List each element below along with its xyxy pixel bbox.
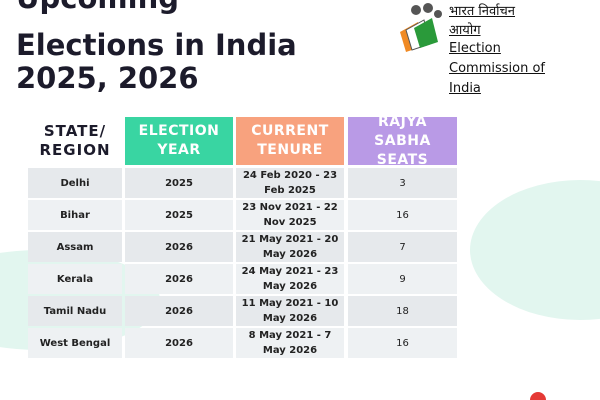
table-cell: Assam xyxy=(56,241,94,253)
table-cell: 7 xyxy=(399,241,406,253)
cell-background xyxy=(348,232,457,262)
column-header: ELECTION YEAR xyxy=(125,117,233,165)
table-cell: Tamil Nadu xyxy=(43,305,107,317)
cell-background xyxy=(236,264,344,294)
title-line: Upcoming xyxy=(16,0,179,15)
cell-background xyxy=(125,328,233,358)
column-header: RAJYA SABHA SEATS xyxy=(348,114,457,168)
table-cell: 2026 xyxy=(165,305,193,317)
logo-english: Election xyxy=(449,41,501,56)
cell-background xyxy=(28,168,122,198)
title-line: 2025, 2026 xyxy=(16,61,199,95)
table-cell: 3 xyxy=(399,177,406,189)
cell-background xyxy=(236,296,344,326)
brand-mark xyxy=(530,392,546,400)
cell-background xyxy=(125,264,233,294)
logo-english: India xyxy=(449,81,481,96)
cell-background xyxy=(236,200,344,230)
column-header: CURRENT TENURE xyxy=(236,117,344,165)
table-cell: West Bengal xyxy=(39,337,111,349)
background-shape xyxy=(470,180,600,320)
cell-background xyxy=(28,232,122,262)
logo-hindi: आयोग xyxy=(449,23,481,38)
cell-background xyxy=(236,232,344,262)
cell-background xyxy=(125,168,233,198)
table-cell: Bihar xyxy=(60,209,90,221)
table-cell: 2026 xyxy=(165,241,193,253)
table-cell: 24 Feb 2020 - 23 Feb 2025 xyxy=(242,170,338,196)
cell-background xyxy=(28,328,122,358)
cell-background xyxy=(28,200,122,230)
table-cell: 9 xyxy=(399,273,406,285)
cell-background xyxy=(28,264,122,294)
cell-background xyxy=(236,168,344,198)
table-cell: 8 May 2021 - 7 May 2026 xyxy=(248,330,332,356)
table-cell: 2025 xyxy=(165,177,193,189)
cell-background xyxy=(125,232,233,262)
cell-background xyxy=(125,296,233,326)
cell-background xyxy=(236,328,344,358)
table-cell: 2026 xyxy=(165,337,193,349)
logo-english: Commission of xyxy=(449,61,545,76)
cell-background xyxy=(28,296,122,326)
column-header: STATE/ REGION xyxy=(39,122,111,159)
cell-background xyxy=(348,168,457,198)
table-cell: 18 xyxy=(396,305,409,317)
table-cell: 2025 xyxy=(165,209,193,221)
table-cell: 16 xyxy=(396,209,409,221)
cell-background xyxy=(348,264,457,294)
cell-background xyxy=(348,328,457,358)
table-cell: 2026 xyxy=(165,273,193,285)
table-cell: Kerala xyxy=(56,273,94,285)
table-cell: Delhi xyxy=(60,177,90,189)
logo-icon xyxy=(400,3,442,52)
table-cell: 21 May 2021 - 20 May 2026 xyxy=(241,234,339,260)
logo-hindi: भारत निर्वाचन xyxy=(449,4,516,19)
table-cell: 23 Nov 2021 - 22 Nov 2025 xyxy=(242,202,338,228)
table-cell: 24 May 2021 - 23 May 2026 xyxy=(241,266,339,292)
cell-background xyxy=(348,296,457,326)
cell-background xyxy=(348,200,457,230)
table-cell: 16 xyxy=(396,337,409,349)
title-line: Elections in India xyxy=(16,28,297,62)
cell-background xyxy=(125,200,233,230)
table-cell: 11 May 2021 - 10 May 2026 xyxy=(241,298,339,324)
